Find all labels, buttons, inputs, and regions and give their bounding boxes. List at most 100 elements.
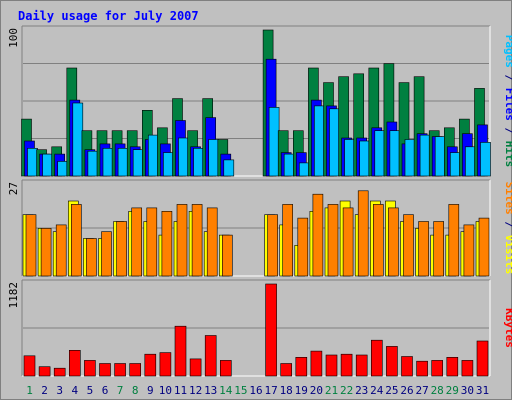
middle-bar-sites-day-30 (463, 224, 475, 277)
top-bar-pages-day-21 (329, 108, 340, 177)
top-bar-pages-day-14 (223, 159, 235, 177)
top-bar-pages-day-7 (117, 148, 129, 177)
middle-legend-item: Visits (503, 235, 512, 275)
middle-ymax-label: 27 (7, 182, 20, 195)
top-bar-pages-day-2 (42, 153, 53, 177)
middle-legend-item: Sites (503, 182, 512, 215)
middle-bar-sites-day-13 (206, 207, 218, 277)
x-tick-label-day-21: 21 (325, 384, 338, 397)
top-bar-pages-day-5 (87, 150, 99, 177)
top-bar-pages-day-1 (27, 148, 38, 177)
middle-bar-sites-day-6 (101, 231, 112, 277)
middle-bar-sites-day-25 (388, 207, 399, 277)
x-tick-label-day-5: 5 (87, 384, 94, 397)
top-bar-pages-day-29 (449, 152, 461, 177)
x-tick-label-day-11: 11 (174, 384, 187, 397)
bottom-bar-kbytes-day-24 (370, 339, 383, 377)
bottom-bar-kbytes-day-12 (189, 358, 202, 377)
bottom-bar-kbytes-day-31 (476, 340, 489, 377)
middle-bar-sites-day-23 (357, 190, 369, 277)
bottom-bar-kbytes-day-13 (204, 335, 217, 377)
top-legend-item: Files (503, 88, 512, 121)
bottom-bar-kbytes-day-5 (84, 360, 96, 377)
bottom-bar-kbytes-day-27 (416, 360, 428, 377)
top-legend-item: Pages (503, 35, 512, 68)
top-bar-pages-day-9 (148, 134, 159, 177)
middle-bar-sites-day-14 (222, 234, 233, 277)
x-tick-label-day-2: 2 (41, 384, 48, 397)
x-tick-label-day-3: 3 (56, 384, 63, 397)
x-tick-label-day-9: 9 (147, 384, 154, 397)
top-bar-pages-day-12 (193, 148, 204, 177)
bottom-bar-kbytes-day-30 (461, 360, 474, 377)
middle-bar-sites-day-9 (146, 207, 158, 277)
x-tick-label-day-31: 31 (476, 384, 489, 397)
x-tick-label-day-12: 12 (189, 384, 202, 397)
bottom-bar-kbytes-day-11 (174, 325, 187, 377)
x-tick-label-day-29: 29 (446, 384, 459, 397)
x-tick-label-day-20: 20 (310, 384, 323, 397)
top-legend-item: / (503, 68, 512, 88)
middle-bar-sites-day-2 (40, 228, 52, 277)
top-bar-pages-day-11 (178, 137, 189, 177)
top-bar-pages-day-28 (434, 136, 446, 177)
bottom-bar-kbytes-day-14 (220, 360, 232, 377)
x-tick-label-day-27: 27 (415, 384, 428, 397)
top-bar-pages-day-3 (57, 161, 69, 177)
bottom-bar-kbytes-day-21 (325, 354, 338, 377)
bottom-bar-kbytes-day-9 (144, 353, 157, 377)
x-tick-label-day-17: 17 (264, 384, 277, 397)
top-bar-pages-day-31 (480, 142, 491, 177)
x-tick-label-day-6: 6 (102, 384, 109, 397)
middle-bar-sites-day-28 (433, 221, 445, 277)
middle-bar-sites-day-11 (176, 204, 188, 277)
x-tick-label-day-15: 15 (234, 384, 247, 397)
bottom-legend-item: KBytes (503, 308, 512, 348)
middle-bar-sites-day-29 (448, 204, 460, 277)
middle-bar-sites-day-26 (403, 214, 414, 277)
bottom-bar-kbytes-day-8 (129, 363, 141, 377)
bottom-bar-kbytes-day-2 (38, 366, 51, 377)
x-tick-label-day-30: 30 (461, 384, 474, 397)
top-ymax-label: 100 (7, 28, 20, 48)
top-bar-pages-day-6 (102, 148, 114, 177)
middle-legend-item: / (503, 215, 512, 235)
middle-bar-sites-day-20 (312, 193, 324, 277)
middle-bar-sites-day-12 (191, 204, 203, 277)
middle-bar-sites-day-19 (297, 217, 309, 277)
middle-bar-sites-day-17 (267, 214, 278, 277)
x-tick-label-day-7: 7 (117, 384, 124, 397)
x-tick-label-day-28: 28 (431, 384, 444, 397)
bottom-legend: KBytes (503, 308, 512, 348)
top-bar-pages-day-17 (268, 107, 280, 177)
top-bar-pages-day-18 (283, 153, 295, 177)
bottom-bar-kbytes-day-7 (114, 363, 126, 377)
middle-bar-sites-day-31 (478, 217, 490, 277)
middle-bar-sites-day-4 (71, 204, 82, 277)
middle-bar-sites-day-7 (116, 221, 127, 277)
bottom-bar-kbytes-day-23 (355, 354, 368, 377)
top-bar-pages-day-19 (298, 162, 310, 177)
x-tick-label-day-1: 1 (26, 384, 33, 397)
middle-bar-sites-day-21 (327, 204, 339, 277)
bottom-bar-kbytes-day-3 (53, 367, 66, 377)
bottom-bar-kbytes-day-19 (295, 356, 308, 377)
middle-bar-sites-day-1 (25, 214, 37, 277)
chart-title: Daily usage for July 2007 (18, 9, 199, 23)
bottom-bar-kbytes-day-20 (310, 350, 323, 377)
top-bar-pages-day-25 (389, 130, 401, 177)
bottom-bar-kbytes-day-4 (69, 349, 81, 377)
x-tick-label-day-26: 26 (400, 384, 413, 397)
bottom-bar-kbytes-day-29 (446, 356, 459, 377)
top-legend: Pages / Files / Hits (503, 35, 512, 168)
x-tick-label-day-8: 8 (132, 384, 139, 397)
x-tick-label-day-16: 16 (249, 384, 262, 397)
middle-bar-sites-day-18 (282, 204, 294, 277)
bottom-bar-kbytes-day-22 (340, 353, 353, 377)
bottom-bar-kbytes-day-6 (99, 363, 111, 377)
x-tick-label-day-19: 19 (295, 384, 308, 397)
top-legend-item: / (503, 121, 512, 141)
top-bar-pages-day-4 (72, 102, 84, 177)
